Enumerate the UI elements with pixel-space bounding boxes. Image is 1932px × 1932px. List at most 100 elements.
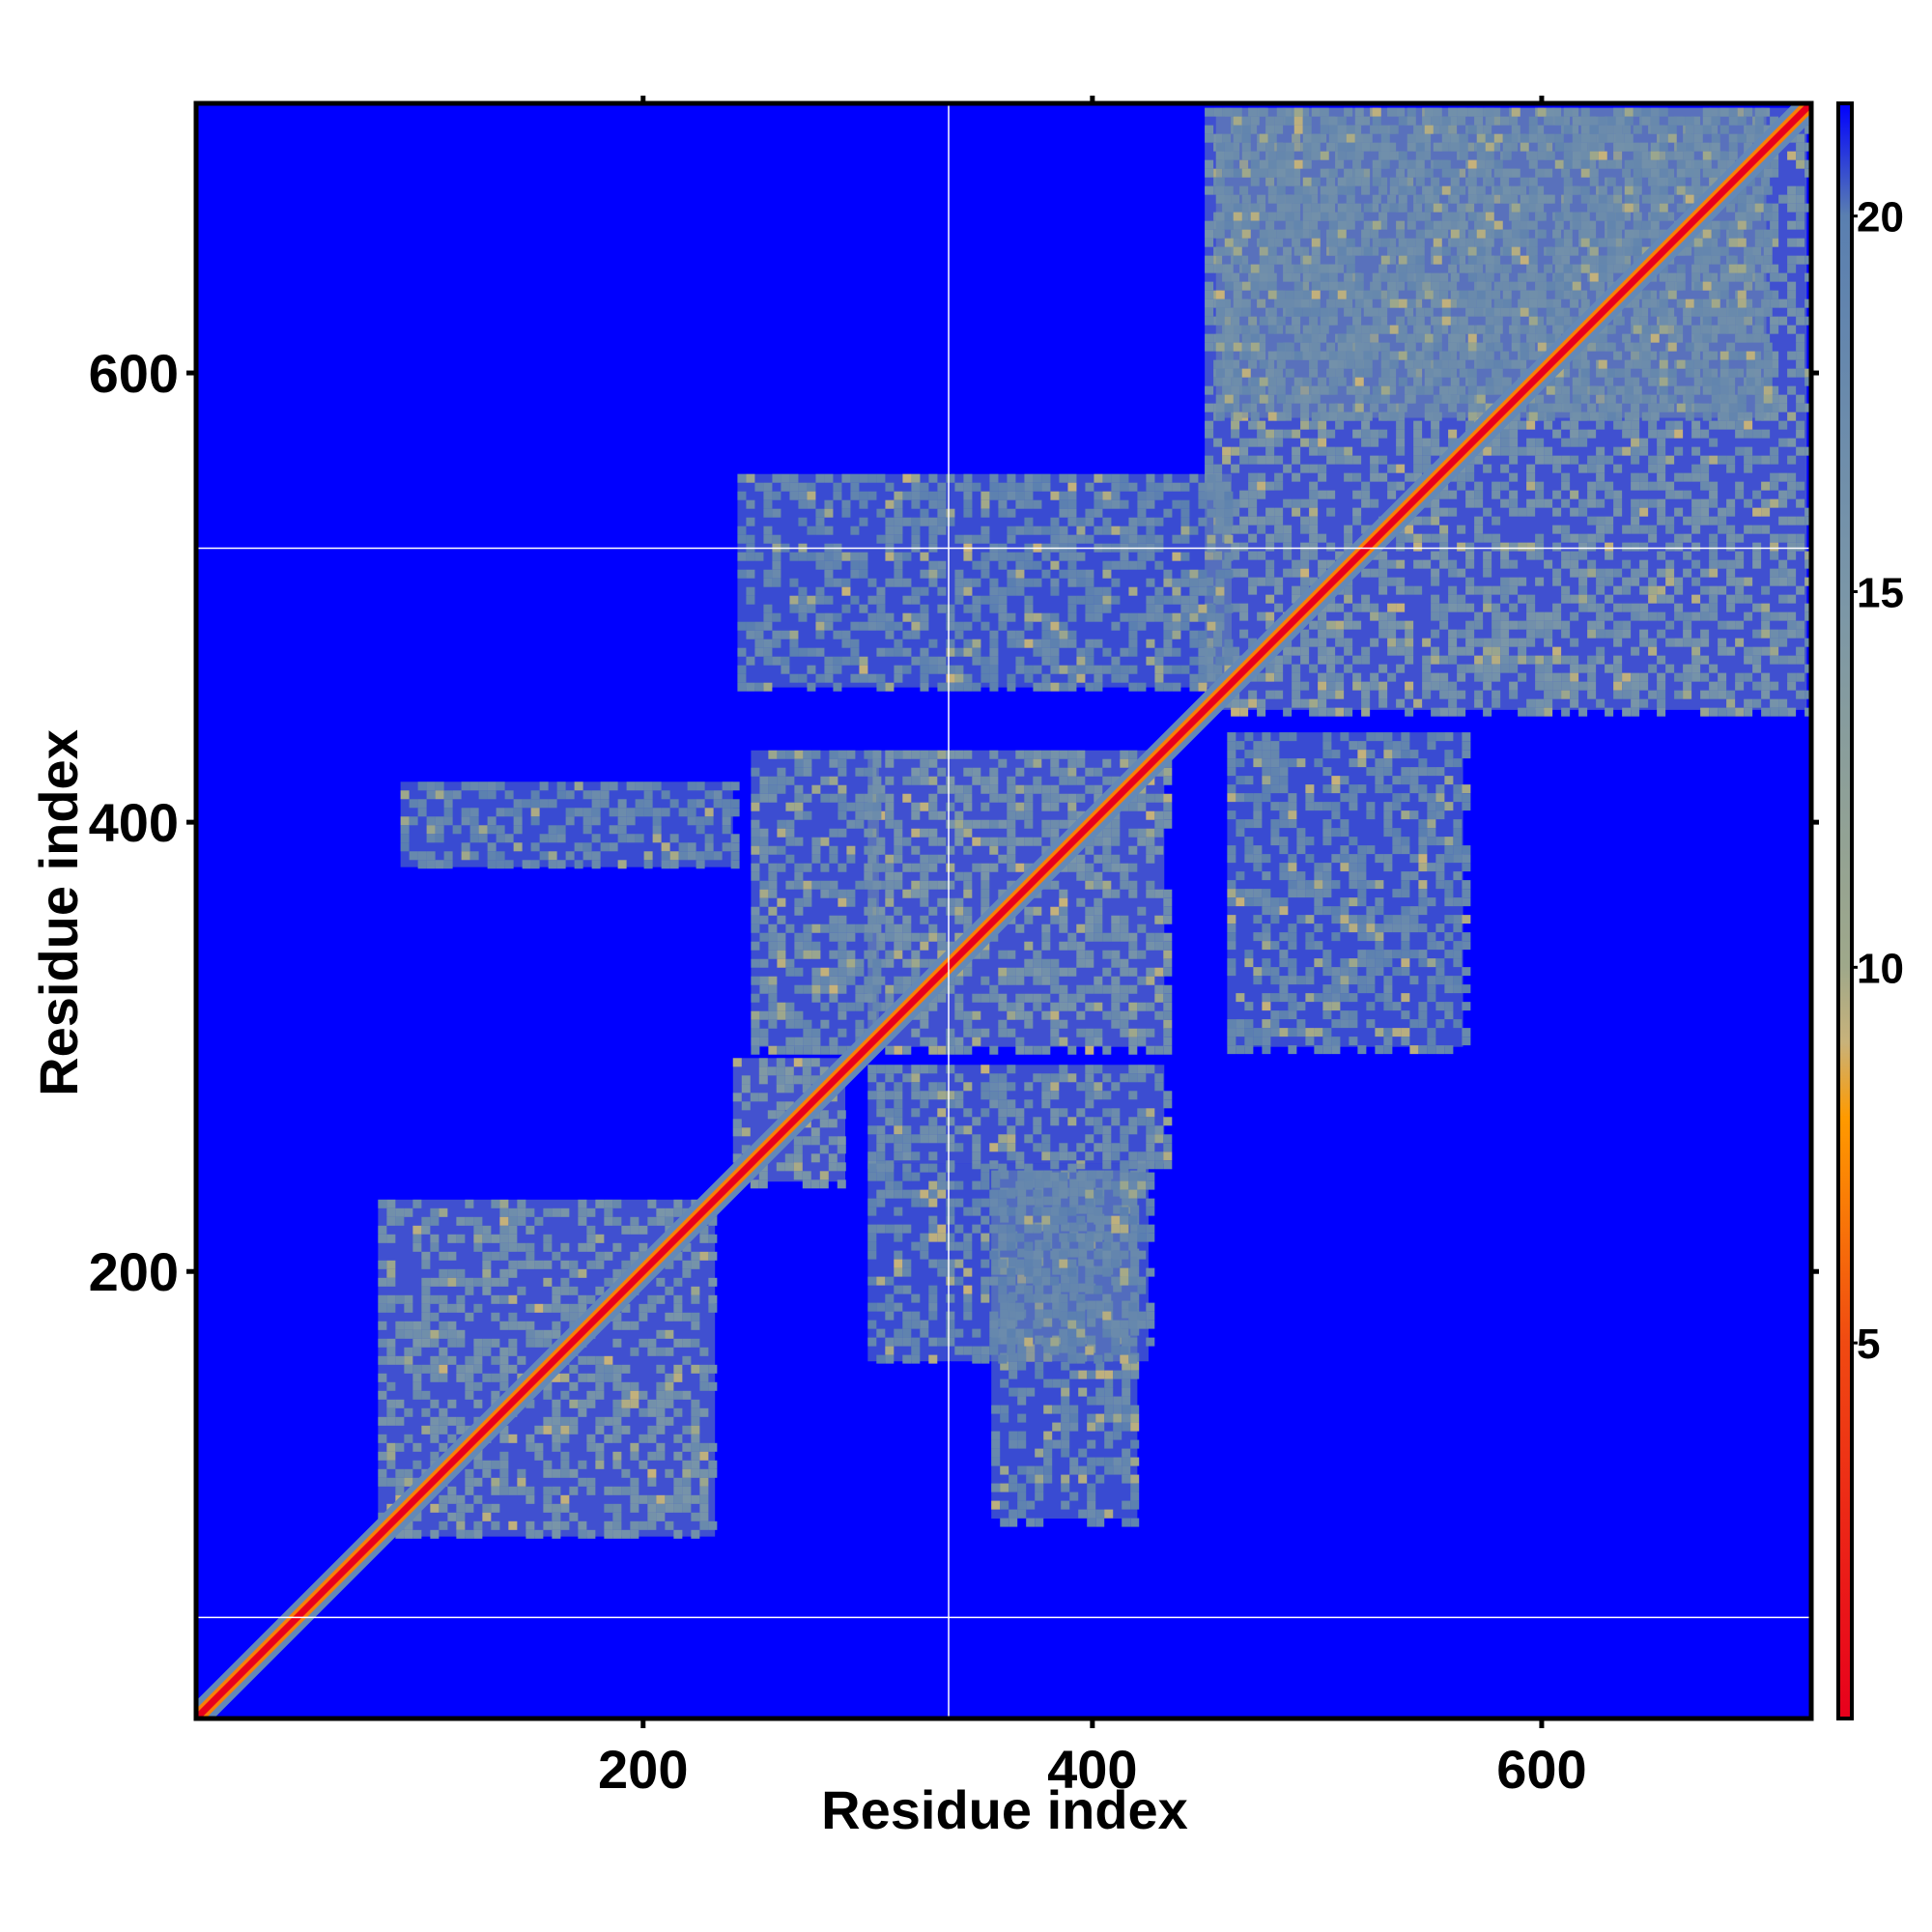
contact-cell bbox=[630, 1321, 639, 1330]
contact-cell bbox=[386, 1381, 396, 1391]
contact-cell bbox=[526, 1251, 535, 1261]
contact-cell bbox=[508, 1260, 518, 1269]
contact-cell bbox=[838, 1002, 847, 1011]
contact-cell bbox=[1570, 594, 1579, 604]
contact-cell bbox=[885, 889, 895, 898]
contact-cell bbox=[1041, 993, 1051, 1003]
contact-cell bbox=[998, 889, 1008, 898]
contact-cell bbox=[1622, 429, 1632, 439]
contact-cell bbox=[963, 1045, 973, 1055]
contact-cell bbox=[1318, 420, 1327, 430]
contact-cell bbox=[885, 897, 895, 907]
contact-cell bbox=[885, 1091, 895, 1100]
contact-cell bbox=[1300, 698, 1310, 708]
contact-cell bbox=[447, 1486, 457, 1495]
contact-cell bbox=[732, 1153, 742, 1163]
contact-cell bbox=[1102, 1125, 1112, 1135]
contact-cell bbox=[508, 1520, 518, 1530]
contact-cell bbox=[920, 958, 929, 968]
contact-cell bbox=[989, 793, 999, 803]
contact-cell bbox=[1787, 655, 1797, 665]
contact-cell bbox=[517, 1208, 526, 1217]
contact-cell bbox=[1683, 690, 1692, 699]
contact-cell bbox=[1526, 481, 1536, 491]
contact-cell bbox=[1128, 941, 1138, 951]
contact-cell bbox=[1700, 429, 1710, 439]
contact-cell bbox=[1292, 559, 1301, 569]
contact-cell bbox=[1778, 272, 1788, 282]
contact-cell bbox=[1050, 1207, 1060, 1216]
contact-cell bbox=[1335, 603, 1345, 612]
contact-cell bbox=[1770, 551, 1779, 560]
contact-cell bbox=[412, 1512, 422, 1521]
contact-cell bbox=[989, 1198, 999, 1208]
contact-cell bbox=[1387, 629, 1397, 639]
contact-cell bbox=[1300, 420, 1310, 430]
contact-cell bbox=[928, 863, 938, 872]
contact-cell bbox=[1509, 655, 1519, 665]
contact-cell bbox=[989, 767, 999, 777]
contact-cell bbox=[1335, 629, 1345, 639]
contact-cell bbox=[963, 845, 973, 855]
contact-cell bbox=[846, 819, 856, 829]
contact-cell bbox=[1570, 455, 1579, 465]
contact-cell bbox=[1752, 603, 1762, 612]
contact-cell bbox=[1796, 498, 1805, 508]
contact-cell bbox=[894, 819, 903, 829]
contact-cell bbox=[1674, 429, 1684, 439]
contact-cell bbox=[1735, 672, 1745, 682]
contact-cell bbox=[828, 1162, 838, 1172]
contact-cell bbox=[621, 1225, 631, 1235]
contact-cell bbox=[810, 1127, 820, 1137]
contact-cell bbox=[1146, 1065, 1155, 1074]
contact-cell bbox=[1691, 472, 1701, 482]
contact-cell bbox=[447, 1338, 457, 1348]
contact-cell bbox=[1239, 707, 1249, 717]
contact-cell bbox=[1578, 577, 1588, 586]
contact-cell bbox=[417, 799, 427, 809]
contact-cell bbox=[412, 1364, 422, 1374]
contact-cell bbox=[430, 1364, 440, 1374]
contact-cell bbox=[704, 790, 714, 800]
contact-cell bbox=[1041, 958, 1051, 968]
contact-cell bbox=[443, 860, 453, 869]
contact-cell bbox=[439, 1373, 448, 1382]
contact-cell bbox=[793, 1075, 803, 1085]
contact-cell bbox=[612, 1451, 622, 1461]
contact-cell bbox=[872, 958, 882, 968]
contact-cell bbox=[1796, 185, 1805, 195]
contact-cell bbox=[864, 793, 873, 803]
contact-cell bbox=[1300, 516, 1310, 526]
contact-cell bbox=[1007, 837, 1016, 846]
contact-cell bbox=[1474, 672, 1484, 682]
contact-cell bbox=[1130, 1422, 1140, 1432]
contact-cell bbox=[1500, 638, 1510, 647]
contact-cell bbox=[1639, 603, 1649, 612]
contact-cell bbox=[838, 984, 847, 994]
contact-cell bbox=[1257, 516, 1266, 526]
contact-cell bbox=[1087, 1413, 1096, 1423]
contact-cell bbox=[1041, 1073, 1051, 1083]
contact-cell bbox=[894, 950, 903, 959]
contact-cell bbox=[794, 802, 804, 811]
contact-cell bbox=[911, 932, 921, 942]
contact-cell bbox=[920, 1134, 929, 1144]
contact-cell bbox=[1405, 472, 1414, 482]
contact-cell bbox=[586, 1442, 596, 1452]
contact-cell bbox=[998, 1099, 1008, 1109]
contact-cell bbox=[784, 1101, 794, 1111]
contact-cell bbox=[1605, 707, 1614, 717]
contact-cell bbox=[1102, 1134, 1112, 1144]
contact-cell bbox=[1300, 438, 1310, 447]
contact-cell bbox=[838, 923, 847, 933]
contact-cell bbox=[1017, 1396, 1027, 1406]
contact-cell bbox=[439, 1416, 448, 1426]
contact-cell bbox=[1457, 481, 1466, 491]
contact-cell bbox=[1483, 638, 1492, 647]
contact-cell bbox=[954, 1073, 964, 1083]
contact-cell bbox=[1387, 646, 1397, 656]
contact-cell bbox=[578, 1520, 587, 1530]
contact-cell bbox=[1378, 620, 1388, 630]
contact-cell bbox=[560, 1451, 570, 1461]
contact-cell bbox=[1744, 707, 1753, 717]
